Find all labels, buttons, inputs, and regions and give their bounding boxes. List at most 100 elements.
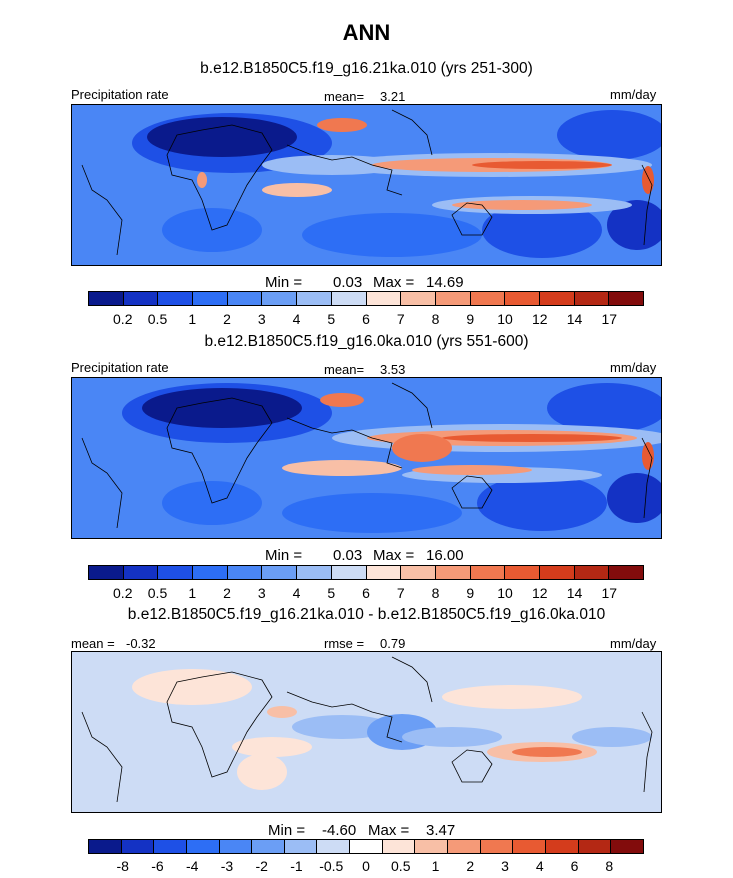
colorbar-tick-label: 6 <box>362 585 370 601</box>
colorbar-swatch <box>401 566 436 579</box>
panel1-colorbar-ticks: 0.2 0.5 1 2 3 4 5 6 7 8 9 10 12 14 17 <box>88 311 644 329</box>
colorbar-tick-label: 6 <box>362 311 370 327</box>
colorbar-swatch <box>545 840 579 853</box>
panel1-variable-label: Precipitation rate <box>71 87 169 102</box>
colorbar-tick-label: 9 <box>466 585 475 601</box>
panel3-subtitle: b.e12.B1850C5.f19_g16.21ka.010 - b.e12.B… <box>127 606 606 623</box>
colorbar-swatch <box>297 566 332 579</box>
panel1-subtitle: b.e12.B1850C5.f19_g16.21ka.010 (yrs 251-… <box>200 60 533 77</box>
colorbar-swatch <box>89 292 124 305</box>
colorbar-tick-label: 6 <box>570 858 579 874</box>
panel1-min-value: 0.03 <box>333 274 363 291</box>
colorbar-tick-label: 1 <box>431 858 440 874</box>
colorbar-tick-label: 10 <box>497 311 513 327</box>
colorbar-tick-label: -4 <box>186 858 199 874</box>
colorbar-tick-label: 1 <box>188 311 197 327</box>
colorbar-swatch <box>539 566 575 579</box>
colorbar-swatch <box>158 292 194 305</box>
colorbar-swatch <box>505 566 540 579</box>
colorbar-swatch <box>574 566 610 579</box>
colorbar-tick-label: 4 <box>292 311 301 327</box>
panel2-subtitle: b.e12.B1850C5.f19_g16.0ka.010 (yrs 551-6… <box>204 333 529 350</box>
panel1-max-value: 14.69 <box>426 274 464 291</box>
colorbar-swatch <box>366 566 402 579</box>
colorbar-swatch <box>227 292 263 305</box>
colorbar-swatch <box>435 292 471 305</box>
panel1-colorbar <box>88 291 644 306</box>
colorbar-swatch <box>350 840 383 853</box>
panel3-rmse-value: 0.79 <box>380 636 406 651</box>
colorbar-tick-label: 3 <box>501 858 509 874</box>
panel3-mean-label: mean = <box>71 636 115 651</box>
panel2-colorbar <box>88 565 644 580</box>
colorbar-swatch <box>401 292 436 305</box>
panel3-max-label: Max = <box>368 822 410 839</box>
colorbar-swatch <box>193 292 228 305</box>
colorbar-swatch <box>513 840 546 853</box>
panel3-map-field <box>72 652 661 812</box>
colorbar-swatch <box>284 840 318 853</box>
colorbar-swatch <box>609 566 643 579</box>
panel2-map <box>71 377 662 539</box>
colorbar-swatch <box>435 566 471 579</box>
colorbar-swatch <box>611 840 643 853</box>
colorbar-tick-label: 14 <box>566 585 583 601</box>
colorbar-tick-label: 4 <box>292 585 301 601</box>
panel2-max-label: Max = <box>373 547 415 564</box>
colorbar-tick-label: 9 <box>466 311 475 327</box>
colorbar-tick-label: 17 <box>601 585 618 601</box>
panel2-colorbar-ticks: 0.2 0.5 1 2 3 4 5 6 7 8 9 10 12 14 17 <box>88 585 644 603</box>
colorbar-tick-label: 3 <box>257 585 266 601</box>
colorbar-tick-label: 7 <box>396 311 405 327</box>
panel1-map <box>71 104 662 266</box>
figure-title: ANN <box>342 20 391 45</box>
colorbar-tick-label: -3 <box>220 858 234 874</box>
colorbar-tick-label: 0.5 <box>147 585 168 601</box>
colorbar-swatch <box>227 566 263 579</box>
panel2-min-value: 0.03 <box>333 547 363 564</box>
colorbar-swatch <box>470 566 506 579</box>
colorbar-swatch <box>366 292 402 305</box>
colorbar-tick-label: 0 <box>362 858 370 874</box>
colorbar-swatch <box>252 840 285 853</box>
colorbar-tick-label: 2 <box>223 311 231 327</box>
panel3-mean-value: -0.32 <box>126 636 156 651</box>
colorbar-tick-label: 12 <box>531 585 548 601</box>
panel3-colorbar <box>88 839 644 854</box>
colorbar-swatch <box>154 840 187 853</box>
colorbar-tick-label: 8 <box>431 585 440 601</box>
colorbar-swatch <box>89 566 124 579</box>
colorbar-swatch <box>297 292 332 305</box>
colorbar-tick-label: 0.5 <box>147 311 168 327</box>
colorbar-swatch <box>415 840 449 853</box>
colorbar-tick-label: 2 <box>466 858 475 874</box>
panel2-mean-value: 3.53 <box>380 362 406 377</box>
colorbar-swatch <box>574 292 610 305</box>
panel1-mean-value: 3.21 <box>380 89 406 104</box>
colorbar-swatch <box>505 292 540 305</box>
colorbar-tick-label: 1 <box>188 585 197 601</box>
panel2-min-label: Min = <box>265 547 303 564</box>
colorbar-swatch <box>262 566 298 579</box>
colorbar-swatch <box>193 566 228 579</box>
panel2-units: mm/day <box>610 360 657 375</box>
colorbar-tick-label: 8 <box>431 311 440 327</box>
colorbar-tick-label: 0.2 <box>113 585 133 601</box>
panel2-max-value: 16.00 <box>426 547 464 564</box>
colorbar-tick-label: 5 <box>327 585 336 601</box>
panel1-max-label: Max = <box>373 274 415 291</box>
panel3-min-label: Min = <box>268 822 306 839</box>
colorbar-tick-label: 8 <box>605 858 614 874</box>
colorbar-tick-label: 3 <box>257 311 266 327</box>
colorbar-swatch <box>317 840 351 853</box>
colorbar-swatch <box>219 840 253 853</box>
colorbar-swatch <box>121 840 155 853</box>
panel1-mean-label: mean= <box>324 89 365 104</box>
panel2-variable-label: Precipitation rate <box>71 360 169 375</box>
colorbar-tick-label: 4 <box>535 858 544 874</box>
colorbar-tick-label: -1 <box>290 858 303 874</box>
colorbar-tick-label: -8 <box>116 858 129 874</box>
colorbar-tick-label: -6 <box>151 858 164 874</box>
colorbar-swatch <box>448 840 481 853</box>
panel3-min-value: -4.60 <box>322 822 357 839</box>
